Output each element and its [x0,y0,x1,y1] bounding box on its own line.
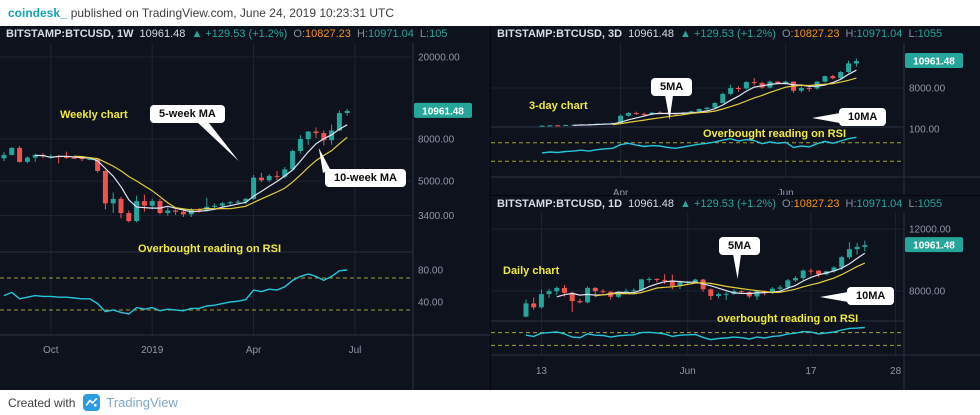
price-change: +129.53 (+1.2%) [205,28,288,40]
svg-text:28: 28 [890,366,902,377]
charts-area: BITSTAMP:BTCUSD, 1W 10961.48 ▲ +129.53 (+1… [0,26,980,390]
svg-text:8000.00: 8000.00 [418,135,455,146]
chart-header-weekly: BITSTAMP:BTCUSD, 1W 10961.48 ▲ +129.53 (+1… [0,26,490,43]
price-change: +129.53 (+1.2%) [693,28,776,40]
brand-name[interactable]: TradingView [106,395,178,410]
open-value: 10827.23 [305,28,351,40]
publish-info: published on TradingView.com, June 24, 2… [70,6,395,20]
threeday-chart-panel: BITSTAMP:BTCUSD, 3D 10961.48 ▲ +129.53 (+1… [490,26,980,195]
change-arrow-icon: ▲ [680,198,691,210]
svg-text:8000.00: 8000.00 [909,287,946,298]
interval-label: 1D [607,198,623,210]
open-label: O: [293,28,306,40]
callout-tail [811,113,840,124]
low-value: 1055 [917,198,943,210]
high-value: 10971.04 [367,28,414,40]
svg-text:Oct: Oct [43,345,59,356]
svg-text:17: 17 [805,366,817,377]
svg-text:3400.00: 3400.00 [418,211,455,222]
rsi-note-label: overbought reading on RSI [717,313,859,325]
rsi-note-label: Overbought reading on RSI [138,243,282,255]
ma-slow-label: 10-week MA [334,172,397,184]
ma-fast-callout: 5MA [651,78,693,120]
last-price: 10961.48 [628,28,674,40]
svg-text:13: 13 [536,366,548,377]
high-label: H: [356,28,368,40]
chart-header-daily: BITSTAMP:BTCUSD, 1D 10961.48 ▲ +129.53 (+1… [491,196,980,213]
ma-fast-callout: 5-week MA [150,105,240,167]
svg-text:8000.00: 8000.00 [909,84,946,95]
svg-text:Apr: Apr [246,345,262,356]
symbol-name: BITSTAMP:BTCUSD, [497,28,605,40]
last-price: 10961.48 [139,28,186,40]
open-label: O: [781,198,794,210]
chart-type-label: 3-day chart [529,100,588,112]
daily-chart-body: 12000.00 8000.00 13 Jun 17 28 10961.48 Daily c… [491,213,980,390]
chart-type-label: Weekly chart [60,109,128,121]
interval-label: 3D [607,28,623,40]
high-value: 10971.04 [856,28,903,40]
publication-bar: coindesk_ published on TradingView.com, J… [0,0,980,26]
svg-text:40.00: 40.00 [418,298,443,309]
threeday-chart-canvas[interactable]: 8000.00 100.00 Apr Jun 10961.48 [491,43,980,195]
price-change: +129.53 (+1.2%) [693,198,776,210]
ma-slow-label: 10MA [848,111,878,123]
publisher-name: coindesk_ [8,6,67,20]
svg-text:Apr: Apr [613,188,629,195]
svg-text:12000.00: 12000.00 [909,225,951,236]
svg-text:100.00: 100.00 [909,125,940,136]
svg-text:Jun: Jun [680,366,696,377]
last-price: 10961.48 [628,198,674,210]
threeday-chart-body: 8000.00 100.00 Apr Jun 10961.48 3-day chart … [491,43,980,195]
svg-text:10961.48: 10961.48 [913,57,955,68]
callout-tail [819,292,848,303]
footer-bar: Created with TradingView [0,390,980,415]
svg-text:80.00: 80.00 [418,266,443,277]
ma-fast-label: 5-week MA [159,108,216,120]
ma-fast-label: 5MA [728,240,752,252]
daily-chart-panel: BITSTAMP:BTCUSD, 1D 10961.48 ▲ +129.53 (+1… [490,195,980,390]
change-arrow-icon: ▲ [680,28,691,40]
tradingview-logo-icon [83,394,101,411]
weekly-chart-canvas[interactable]: 20000.00 8000.00 5000.00 3400.00 80.00 40.00 O… [0,43,490,390]
svg-text:5000.00: 5000.00 [418,177,455,188]
daily-chart-canvas[interactable]: 12000.00 8000.00 13 Jun 17 28 10961.48 [491,213,980,390]
svg-text:2019: 2019 [141,345,164,356]
svg-text:10961.48: 10961.48 [913,241,955,252]
weekly-chart-body: 20000.00 8000.00 5000.00 3400.00 80.00 40.00 O… [0,43,490,390]
ma-slow-label: 10MA [856,290,886,302]
high-label: H: [845,28,857,40]
change-arrow-icon: ▲ [191,28,203,40]
svg-text:10961.48: 10961.48 [422,106,464,117]
chart-type-label: Daily chart [503,265,560,277]
interval-label: 1W [116,28,134,40]
open-value: 10827.23 [793,198,840,210]
svg-text:20000.00: 20000.00 [418,53,460,64]
ma-fast-callout: 5MA [719,237,761,279]
svg-text:Jul: Jul [349,345,362,356]
created-with-label: Created with [8,395,76,410]
high-value: 10971.04 [856,198,903,210]
symbol-name: BITSTAMP:BTCUSD, [6,28,114,40]
low-label: L: [908,28,918,40]
open-value: 10827.23 [793,28,840,40]
svg-text:Jun: Jun [778,188,794,195]
low-value: 1055 [917,28,943,40]
weekly-chart-panel: BITSTAMP:BTCUSD, 1W 10961.48 ▲ +129.53 (+1… [0,26,490,390]
high-label: H: [845,198,857,210]
ma-fast-label: 5MA [660,81,684,93]
ma-slow-callout: 10-week MA [311,148,406,187]
low-value: 105 [429,28,448,40]
symbol-name: BITSTAMP:BTCUSD, [497,198,605,210]
open-label: O: [781,28,794,40]
chart-header-3d: BITSTAMP:BTCUSD, 3D 10961.48 ▲ +129.53 (+1… [491,26,980,43]
ma-slow-callout: 10MA [811,108,887,126]
rsi-note-label: Overbought reading on RSI [703,128,847,140]
ma-slow-callout: 10MA [819,287,895,305]
low-label: L: [908,198,918,210]
low-label: L: [419,28,430,40]
